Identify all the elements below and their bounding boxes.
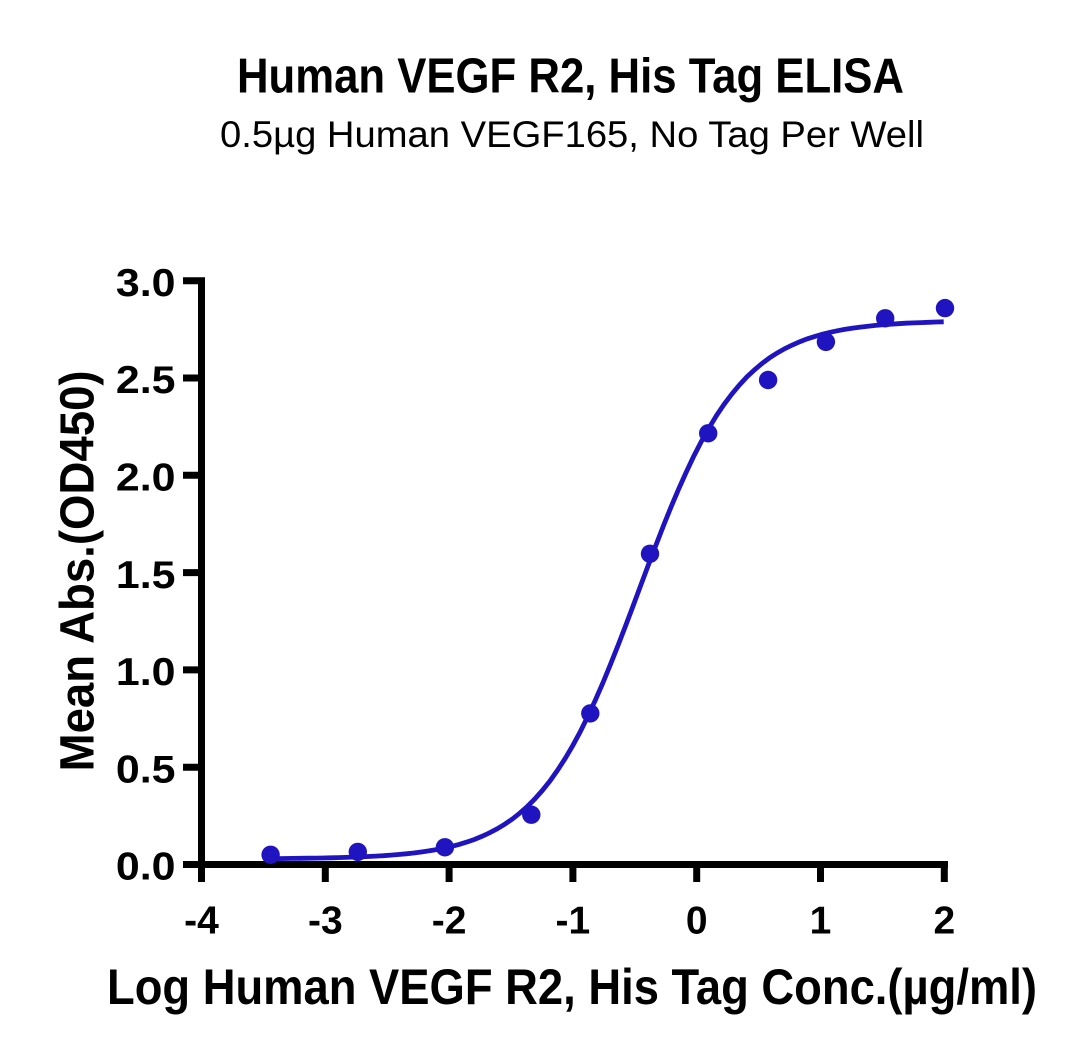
svg-text:Mean Abs.(OD450): Mean Abs.(OD450) <box>52 370 105 771</box>
svg-text:1.0: 1.0 <box>116 650 176 694</box>
svg-text:0.5µg Human VEGF165, No Tag Pe: 0.5µg Human VEGF165, No Tag Per Well <box>220 113 924 155</box>
svg-text:Human VEGF R2, His Tag ELISA: Human VEGF R2, His Tag ELISA <box>237 50 904 104</box>
svg-text:0: 0 <box>686 900 708 943</box>
svg-text:2: 2 <box>933 900 955 943</box>
svg-text:0.5: 0.5 <box>116 747 176 791</box>
svg-text:1.5: 1.5 <box>116 553 176 597</box>
svg-text:-3: -3 <box>308 900 343 943</box>
svg-text:Log Human VEGF R2, His Tag Con: Log Human VEGF R2, His Tag Conc.(µg/ml) <box>107 959 1037 1015</box>
svg-text:2.5: 2.5 <box>116 358 176 402</box>
svg-text:3.0: 3.0 <box>116 261 176 305</box>
svg-text:-4: -4 <box>184 900 219 943</box>
svg-text:-1: -1 <box>556 900 591 943</box>
svg-text:-2: -2 <box>432 900 467 943</box>
svg-text:1: 1 <box>810 900 832 943</box>
svg-text:2.0: 2.0 <box>116 455 176 499</box>
svg-text:0.0: 0.0 <box>116 845 176 889</box>
